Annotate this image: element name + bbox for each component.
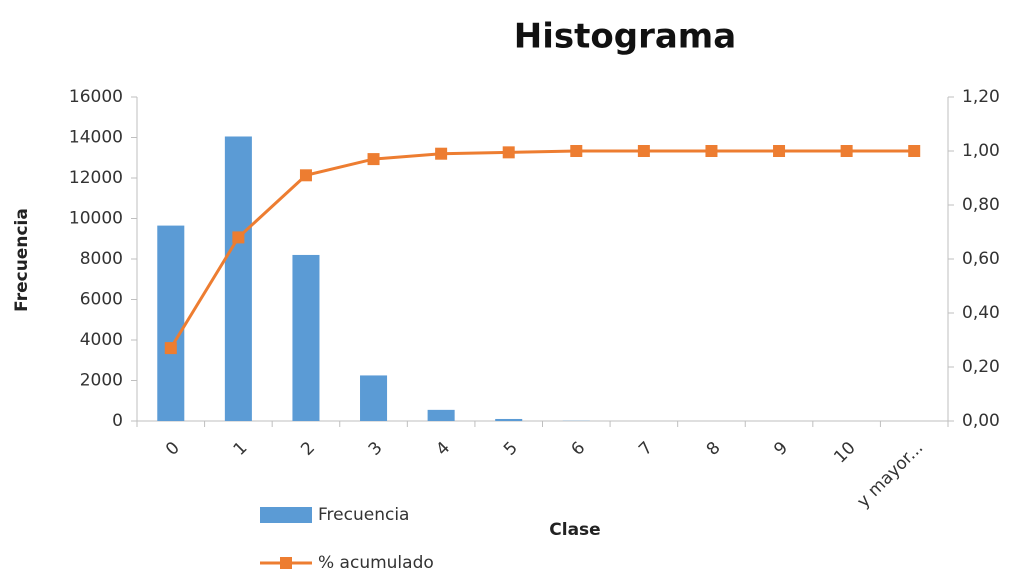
bar — [360, 375, 388, 421]
line-marker — [840, 145, 853, 157]
y-tick-label: 8000 — [80, 249, 123, 269]
legend-label: % acumulado — [318, 553, 434, 573]
bar — [224, 136, 252, 422]
line-marker — [773, 145, 786, 157]
line-marker — [502, 146, 515, 159]
x-tick-label: 9 — [770, 438, 792, 460]
y2-tick-label: 0,40 — [962, 303, 1000, 323]
x-tick-label: 1 — [230, 438, 252, 460]
line-marker — [232, 231, 245, 244]
x-tick-label: 3 — [365, 438, 387, 460]
y-axis-title: Frecuencia — [12, 208, 32, 312]
y-tick-label: 6000 — [80, 290, 123, 310]
legend-swatch — [260, 507, 312, 523]
line-marker — [299, 169, 312, 182]
x-tick-label: 5 — [500, 438, 522, 460]
y-tick-label: 16000 — [69, 87, 123, 107]
y2-tick-label: 0,80 — [962, 195, 1000, 215]
bar — [157, 225, 185, 421]
line-marker — [164, 342, 177, 355]
x-tick-label: 7 — [635, 438, 657, 460]
x-tick-label: 4 — [432, 438, 454, 460]
x-tick-label: 2 — [297, 438, 319, 460]
x-tick-label: 8 — [703, 438, 725, 460]
line-marker — [367, 153, 380, 166]
bar — [292, 254, 320, 421]
line — [169, 149, 915, 349]
line-marker — [705, 145, 718, 157]
legend-label: Frecuencia — [318, 505, 409, 525]
x-tick-label: y mayor... — [853, 438, 927, 512]
y-tick-label: 10000 — [69, 209, 123, 229]
x-tick-label: 10 — [830, 438, 859, 467]
x-axis-title: Clase — [549, 520, 600, 540]
y2-tick-label: 1,00 — [962, 141, 1000, 161]
bar — [427, 409, 455, 421]
y2-tick-label: 1,20 — [962, 87, 1000, 107]
line-marker — [908, 145, 921, 157]
chart-title: Histograma — [514, 17, 736, 57]
legend-swatch — [280, 557, 292, 569]
x-tick-label: 0 — [162, 438, 184, 460]
y2-tick-label: 0,00 — [962, 411, 1000, 431]
line-marker — [570, 145, 583, 157]
y-tick-label: 2000 — [80, 371, 123, 391]
x-tick-label: 6 — [568, 438, 590, 460]
y-tick-label: 12000 — [69, 168, 123, 188]
bar — [495, 418, 523, 421]
line-marker — [435, 147, 448, 160]
y-tick-label: 14000 — [69, 128, 123, 148]
y-tick-label: 4000 — [80, 330, 123, 350]
y2-tick-label: 0,20 — [962, 357, 1000, 377]
line-marker — [637, 145, 650, 157]
y2-tick-label: 0,60 — [962, 249, 1000, 269]
y-tick-label: 0 — [112, 411, 123, 431]
